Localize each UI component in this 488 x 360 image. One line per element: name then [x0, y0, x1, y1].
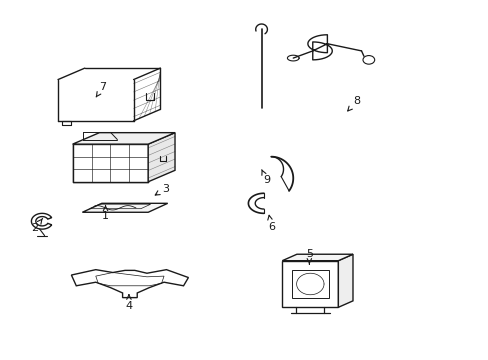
Polygon shape — [338, 254, 352, 307]
Polygon shape — [282, 254, 352, 261]
Text: 5: 5 — [305, 248, 312, 264]
Text: 6: 6 — [267, 215, 274, 231]
Polygon shape — [31, 213, 52, 229]
Text: 8: 8 — [347, 96, 360, 111]
Polygon shape — [73, 133, 175, 144]
Polygon shape — [71, 270, 188, 298]
Text: 2: 2 — [31, 219, 42, 233]
Polygon shape — [148, 133, 175, 182]
Text: 3: 3 — [155, 184, 169, 195]
Polygon shape — [73, 144, 148, 182]
Text: 7: 7 — [96, 82, 106, 97]
Text: 4: 4 — [125, 295, 132, 311]
Polygon shape — [82, 203, 167, 212]
Text: 9: 9 — [261, 170, 269, 185]
Text: 1: 1 — [102, 205, 109, 221]
Polygon shape — [282, 261, 338, 307]
